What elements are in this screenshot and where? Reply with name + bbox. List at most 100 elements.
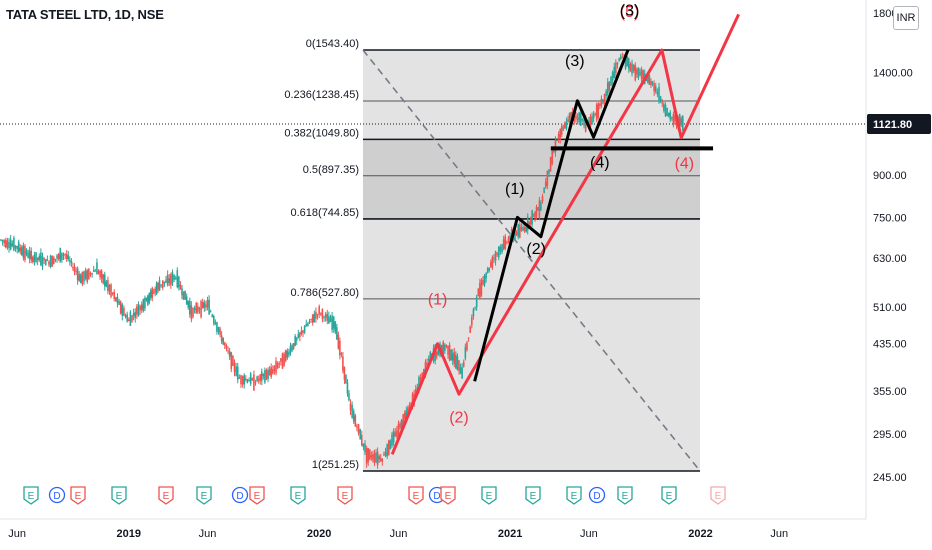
earnings-marker[interactable]: E [158, 486, 174, 505]
candle-body [291, 345, 293, 351]
earnings-marker[interactable]: E [337, 486, 353, 505]
earnings-marker[interactable]: E [23, 486, 39, 505]
candle-body [86, 270, 89, 282]
candle-body [501, 244, 503, 253]
earnings-marker[interactable]: E [525, 486, 541, 505]
red-wave-path [390, 13, 740, 455]
candle-body [311, 314, 314, 323]
currency-badge[interactable]: INR [893, 6, 919, 30]
price-tick-label: 900.00 [873, 170, 907, 182]
candle-body [507, 237, 510, 243]
fib-level-label: 0.382(1049.80) [284, 127, 359, 139]
candle-body [570, 112, 572, 120]
candle-body [485, 273, 487, 279]
candle-body [632, 64, 635, 72]
earnings-marker[interactable]: E [710, 486, 726, 505]
earnings-marker[interactable]: E [290, 486, 306, 505]
black-wave-label: (3) [620, 3, 640, 20]
candle-body [650, 80, 652, 86]
candle-body [9, 239, 12, 250]
candle-body [189, 300, 191, 315]
dividend-marker[interactable]: D [48, 486, 66, 504]
candle-body [91, 272, 93, 275]
candle-body [619, 57, 622, 60]
earnings-marker[interactable]: E [408, 486, 424, 505]
earnings-marker[interactable]: E [481, 486, 497, 505]
candle-body [246, 379, 249, 383]
earnings-marker[interactable]: E [249, 486, 265, 505]
earnings-shield [196, 486, 212, 505]
candle-body [121, 304, 124, 316]
earnings-marker[interactable]: E [111, 486, 127, 505]
candle-body [248, 380, 250, 382]
candle-body [595, 104, 598, 121]
dividend-circle [588, 486, 606, 504]
candle-body [108, 284, 111, 292]
candle-body [30, 250, 33, 261]
fib-level-label: 0(1543.40) [306, 38, 359, 50]
candle-body [437, 346, 440, 355]
earnings-shield [23, 486, 39, 505]
candle-body [663, 104, 665, 111]
candle-body [200, 301, 202, 318]
candle-body [216, 322, 218, 332]
candle-body [131, 315, 133, 322]
event-letter: E [622, 491, 629, 502]
candle-body [173, 274, 175, 280]
event-letter: E [163, 491, 170, 502]
earnings-marker[interactable]: E [566, 486, 582, 505]
candle-body [192, 307, 194, 318]
candle-body [331, 315, 333, 330]
candle-body [642, 70, 644, 82]
candle-body [105, 281, 108, 287]
candle-body [678, 113, 681, 127]
earnings-marker[interactable]: E [70, 486, 86, 505]
candle-body [273, 365, 276, 372]
candle-body [504, 236, 507, 249]
candle-body [195, 302, 198, 314]
candle-body [624, 55, 627, 69]
candle-body [506, 241, 508, 243]
candle-body [383, 454, 385, 456]
candle-body [396, 430, 398, 437]
event-letter: E [666, 491, 673, 502]
candle-body [456, 356, 459, 371]
candle-body [265, 369, 268, 380]
candle-body [251, 378, 254, 381]
candle-body [627, 58, 630, 69]
candle-body [602, 99, 604, 101]
candle-body [315, 311, 317, 319]
candle-body [435, 351, 438, 357]
fib-level-label: 0.5(897.35) [303, 164, 359, 176]
red-wave-label: (4) [675, 156, 695, 173]
candle-body [474, 307, 476, 309]
dividend-marker[interactable]: D [588, 486, 606, 504]
candle-body [65, 254, 68, 259]
candle-body [466, 342, 468, 351]
candle-body [262, 374, 265, 377]
candle-body [179, 284, 182, 290]
diagonal-trendline [362, 49, 701, 472]
candle-body [83, 271, 85, 282]
dividend-marker[interactable]: D [231, 486, 249, 504]
candle-body [48, 261, 50, 265]
candle-body [494, 251, 497, 261]
candle-body [219, 328, 221, 335]
earnings-marker[interactable]: E [661, 486, 677, 505]
earnings-marker[interactable]: E [196, 486, 212, 505]
red-wave-label: (2) [449, 409, 469, 426]
time-tick-label: Jun [199, 528, 217, 540]
candle-body [118, 300, 120, 305]
candle-body [640, 69, 643, 80]
earnings-marker[interactable]: E [440, 486, 456, 505]
candle-body [532, 214, 535, 216]
earnings-marker[interactable]: E [617, 486, 633, 505]
candle-body [256, 376, 258, 382]
candle-body [182, 291, 185, 300]
candle-body [230, 352, 233, 370]
candle-body [165, 279, 167, 283]
candle-body [209, 311, 212, 313]
earnings-shield [249, 486, 265, 505]
